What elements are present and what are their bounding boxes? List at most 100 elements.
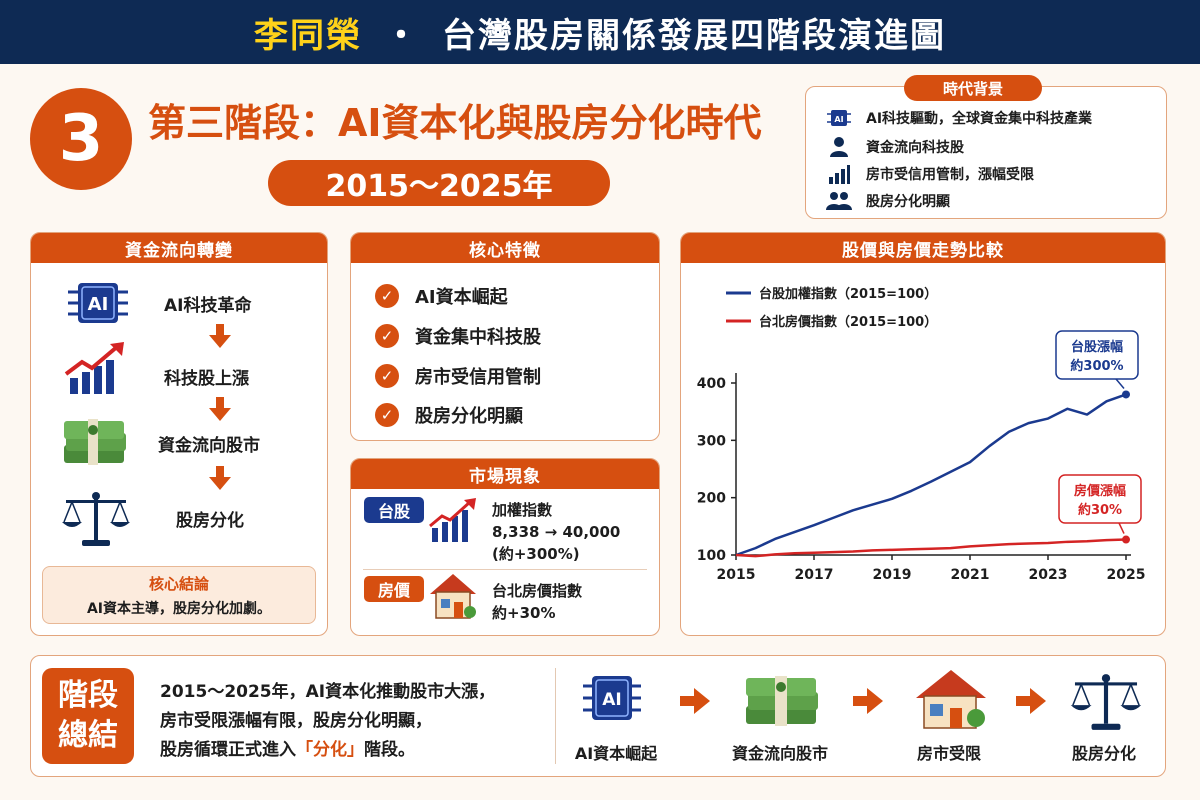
bar-chart-icon [826,163,852,185]
summary-line3-post: 階段。 [364,740,415,760]
background-item: 股房分化明顯 [826,190,950,212]
summary-line: 2015～2025年，AI資本化推動股市大漲， [160,682,496,702]
svg-text:AI: AI [834,115,843,124]
flow-step-label: 科技股上漲 [164,369,249,389]
series-end-point [1122,535,1130,544]
money-stack-icon [744,670,820,732]
background-item-text: 資金流向科技股 [866,140,964,156]
money-stack-icon [62,415,128,471]
background-item: 資金流向科技股 [826,136,964,158]
rising-chart-icon [64,340,128,400]
callout-box [1058,474,1142,524]
summary-line: 房市受限漲幅有限，股房分化明顯， [160,711,432,731]
rising-chart-icon [428,498,478,548]
x-tick-label: 2019 [873,567,912,583]
panel-title: 股價與房價走勢比較 [681,233,1165,263]
conclusion-text: AI資本主導，股房分化加劇。 [86,601,272,617]
ai-chip-icon: AI [582,670,642,730]
stage-title: 第三階段：AI資本化與股房分化時代 [148,101,762,145]
callout-pointer [1115,378,1125,389]
conclusion-title: 核心結論 [148,575,209,593]
stage-number-badge: 3 [30,88,132,190]
balance-scale-icon [1068,672,1144,736]
summary-tag-line: 總結 [58,718,118,753]
feature-label: AI資本崛起 [415,287,508,308]
summary-tag: 階段 總結 [42,668,134,764]
check-icon: ✓ [375,403,399,427]
person-icon [826,136,852,158]
flow-step-label: 股房分化 [176,511,244,531]
house-index-pct: 約+30% [492,604,556,622]
x-tick-label: 2015 [717,567,756,583]
check-icon: ✓ [375,324,399,348]
svg-text:AI: AI [88,294,109,315]
flow-step-label: 資金流向股市 [158,436,260,456]
era-background-box: AI AI科技驅動，全球資金集中科技產業 資金流向科技股 房市受信用管制，漲幅受… [805,86,1167,219]
page-title: 台灣股房關係發展四階段演進圖 [442,15,946,56]
check-icon: ✓ [375,284,399,308]
legend-label: 台股加權指數（2015=100） [759,286,937,302]
x-tick-label: 2017 [795,567,834,583]
feature-label: 股房分化明顯 [415,406,523,427]
series-line [735,538,1127,558]
era-background-label: 時代背景 [904,75,1042,101]
callout-label: 約30% [1078,502,1122,518]
y-tick-label: 200 [697,491,726,507]
arrow-down-icon [209,324,231,352]
arrow-right-icon [680,688,710,718]
series-line [735,393,1127,557]
chain-label: 股房分化 [1071,744,1137,763]
y-tick-label: 400 [697,376,726,392]
flow-step-label: AI科技革命 [164,296,252,316]
summary-highlight: 「分化」 [296,740,364,760]
core-features-panel: 核心特徵 ✓ AI資本崛起 ✓ 資金集中科技股 ✓ 房市受信用管制 ✓ 股房分化明顯 [350,232,660,441]
people-icon [826,190,852,212]
summary-line: 股房循環正式進入「分化」階段。 [160,736,495,765]
x-tick-label: 2025 [1107,567,1146,583]
arrow-right-icon [1016,688,1046,718]
ai-chip-icon: AI [826,107,852,129]
page-header: 李同榮 ・ 台灣股房關係發展四階段演進圖 [0,0,1200,64]
stock-tag: 台股 [364,497,424,523]
core-conclusion-box: 核心結論 AI資本主導，股房分化加劇。 [42,566,316,624]
callout-pointer [1118,522,1125,534]
summary-tag-line: 階段 [58,678,118,713]
background-item: AI AI科技驅動，全球資金集中科技產業 [826,107,1092,129]
background-item-text: 房市受信用管制，漲幅受限 [866,167,1034,183]
summary-line3-pre: 股房循環正式進入 [160,740,296,760]
divider [555,668,556,764]
author-name: 李同榮 [254,15,362,56]
callout-box [1055,330,1139,380]
panel-title: 資金流向轉變 [31,233,327,263]
x-tick-label: 2021 [951,567,990,583]
line-chart: 100 200 300 400 2015 2017 2019 2021 2023 2025 台股加權… [697,286,1146,583]
house-index-name: 台北房價指數 [492,582,583,600]
check-icon: ✓ [375,364,399,388]
feature-item: ✓ 房市受信用管制 [375,363,541,389]
feature-label: 資金集中科技股 [415,327,541,348]
header-separator: ・ [384,15,420,56]
chain-label: 資金流向股市 [731,744,829,763]
stock-index-pct: (約+300%) [492,545,580,563]
callout-label: 約300% [1070,358,1123,374]
background-item-text: 股房分化明顯 [866,194,950,210]
stock-index-name: 加權指數 [492,501,553,519]
arrow-down-icon [209,466,231,494]
price-comparison-panel: 股價與房價走勢比較 100 200 300 400 2015 2017 2019 2021 20… [680,232,1166,636]
panel-title: 市場現象 [351,459,659,489]
series-end-point [1122,390,1130,399]
stock-index-change: 8,338 → 40,000 [492,523,621,541]
chain-label: 房市受限 [916,744,982,763]
feature-item: ✓ 資金集中科技股 [375,323,541,349]
legend-label: 台北房價指數（2015=100） [759,314,937,330]
stage-years: 2015～2025年 [268,160,610,206]
chain-label: AI資本崛起 [574,744,658,763]
feature-item: ✓ AI資本崛起 [375,283,508,309]
arrow-right-icon [853,688,883,718]
ai-chip-icon: AI [66,278,130,332]
background-item-text: AI科技驅動，全球資金集中科技產業 [866,111,1093,127]
house-tag: 房價 [364,576,424,602]
svg-text:AI: AI [602,690,621,710]
feature-label: 房市受信用管制 [415,367,541,388]
arrow-down-icon [209,397,231,425]
